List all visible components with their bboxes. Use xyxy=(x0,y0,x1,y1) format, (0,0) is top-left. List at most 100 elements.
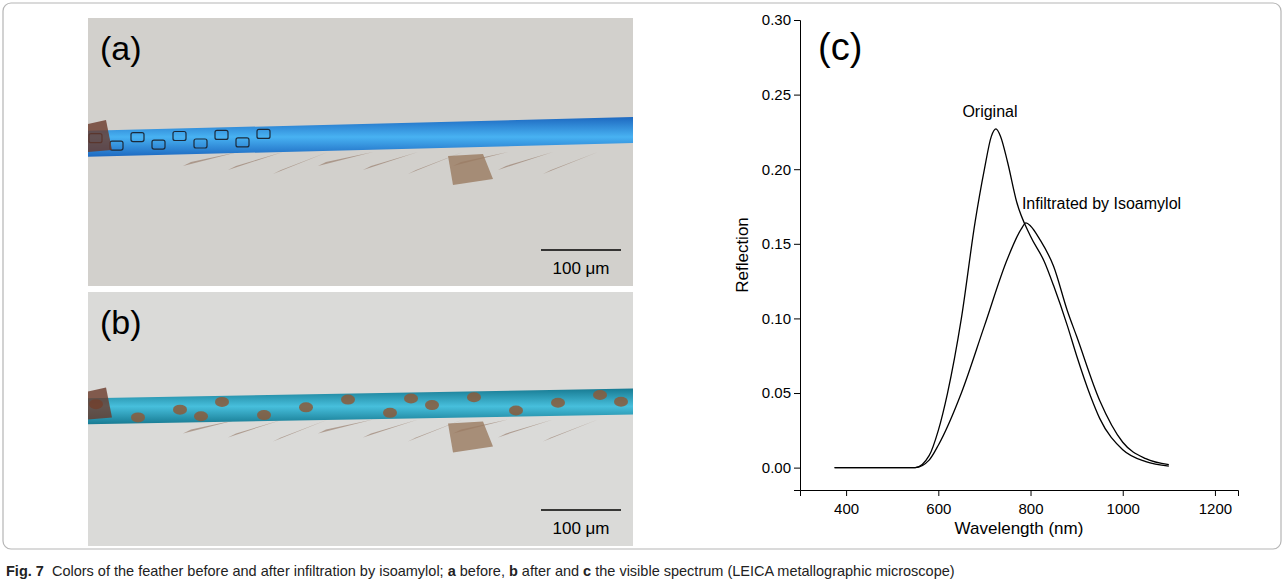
series-label: Infiltrated by Isoamylol xyxy=(1022,195,1181,212)
photo-cell xyxy=(110,141,123,150)
photo-barb xyxy=(498,152,553,170)
photo-spot xyxy=(593,390,607,400)
photo-barb xyxy=(228,419,283,437)
photo-cell xyxy=(236,138,249,147)
figure-frame xyxy=(3,3,1281,549)
y-tick: 0.30 xyxy=(762,11,800,28)
photo-barb xyxy=(498,419,553,437)
tick-label: 400 xyxy=(834,500,859,517)
photo-spot xyxy=(299,402,313,412)
photo-panel: (b) 100 μm xyxy=(83,292,638,546)
y-tick: 0.15 xyxy=(762,235,800,252)
tick-label: 0.30 xyxy=(762,11,791,28)
tick-label: 0.15 xyxy=(762,235,791,252)
photo-barb xyxy=(363,152,418,170)
panel-label: (a) xyxy=(100,29,142,67)
photo-spot xyxy=(467,392,481,402)
tick-mark xyxy=(794,169,800,170)
scale-bar-label: 100 μm xyxy=(552,519,609,538)
photo-spot xyxy=(404,393,418,403)
series-line xyxy=(835,223,1169,468)
tick-mark xyxy=(794,468,800,469)
photo-barb xyxy=(273,419,328,441)
photo-barb xyxy=(543,419,598,441)
y-tick: 0.05 xyxy=(762,384,800,401)
panel-label: (c) xyxy=(818,26,862,68)
caption-part: the visible spectrum (LEICA metallograph… xyxy=(591,563,954,579)
photo-rod xyxy=(88,117,633,157)
chart: 400 600 800 1000 1200 0.00 0.05 0.10 0.15 0.20 0.2… xyxy=(733,11,1239,538)
scale-bar-line xyxy=(541,249,621,251)
tick-label: 0.00 xyxy=(762,459,791,476)
photo-rod xyxy=(88,388,633,424)
caption-part: b xyxy=(509,563,518,579)
y-axis: 0.00 0.05 0.10 0.15 0.20 0.25 0.30 xyxy=(762,11,801,490)
tick-label: 0.10 xyxy=(762,310,791,327)
photo-spot xyxy=(509,406,523,416)
x-tick: 800 xyxy=(1019,490,1044,517)
y-tick: 0.20 xyxy=(762,161,800,178)
photo-cell xyxy=(257,129,270,138)
tick-mark xyxy=(794,318,800,319)
figure: (a)100 μm(b)100 μm400600800100012000.000… xyxy=(0,0,1284,586)
photo-spot xyxy=(257,410,271,420)
photo-cell xyxy=(131,133,144,142)
tick-mark xyxy=(794,20,800,21)
tick-mark xyxy=(794,244,800,245)
tick-label: 0.25 xyxy=(762,86,791,103)
photo-cell xyxy=(194,139,207,148)
tick-label: 0.20 xyxy=(762,161,791,178)
tick-label: 800 xyxy=(1019,500,1044,517)
tick-mark xyxy=(1123,490,1124,496)
photo-barb xyxy=(228,152,283,170)
tick-mark xyxy=(846,490,847,496)
photo-spot xyxy=(383,408,397,418)
photo-debris xyxy=(448,421,493,452)
photo-spot xyxy=(614,397,628,407)
scale-bar-line xyxy=(541,509,621,511)
caption-part: after and xyxy=(518,563,583,579)
axis-line xyxy=(794,21,801,491)
photo-spot xyxy=(215,397,229,407)
photo-barb xyxy=(363,419,418,437)
photo-cell xyxy=(152,140,165,149)
photo-cell xyxy=(173,132,186,141)
x-tick: 1200 xyxy=(1199,490,1232,517)
photo-panel: (a) 100 μm xyxy=(83,18,638,286)
x-tick: 1000 xyxy=(1107,490,1140,517)
caption: Fig. 7 Colors of the feather before and … xyxy=(6,563,955,579)
photo-debris xyxy=(448,154,493,185)
y-tick: 0.00 xyxy=(762,459,800,476)
tick-mark xyxy=(1215,490,1216,496)
plot-lines xyxy=(835,129,1169,468)
photo-spot xyxy=(131,412,145,422)
photo-barb xyxy=(273,152,328,174)
photo-spot xyxy=(551,398,565,408)
axis-line xyxy=(801,491,1239,497)
photo-spot xyxy=(194,411,208,421)
y-tick: 0.10 xyxy=(762,310,800,327)
x-axis: 400 600 800 1000 1200 xyxy=(801,490,1239,517)
caption-part: c xyxy=(583,563,591,579)
x-tick: 400 xyxy=(834,490,859,517)
tick-mark xyxy=(938,490,939,496)
tick-mark xyxy=(1031,490,1032,496)
photo-cell xyxy=(215,130,228,139)
x-axis-title: Wavelength (nm) xyxy=(955,519,1084,538)
scale-bar-label: 100 μm xyxy=(552,259,609,278)
photo-spot xyxy=(425,400,439,410)
tick-label: 1000 xyxy=(1107,500,1140,517)
tick-label: 600 xyxy=(926,500,951,517)
photo-spot xyxy=(341,395,355,405)
series-label: Original xyxy=(962,103,1017,120)
photo-barb xyxy=(318,152,373,166)
panel-label: (b) xyxy=(100,303,142,341)
series-labels: Original Infiltrated by Isoamylol xyxy=(962,103,1181,212)
photo-barb xyxy=(318,419,373,433)
caption-part: before, xyxy=(456,563,509,579)
photo-debris xyxy=(88,120,112,152)
photo-barb xyxy=(543,152,598,174)
tick-label: 0.05 xyxy=(762,384,791,401)
y-tick: 0.25 xyxy=(762,86,800,103)
series-line xyxy=(835,129,1169,468)
